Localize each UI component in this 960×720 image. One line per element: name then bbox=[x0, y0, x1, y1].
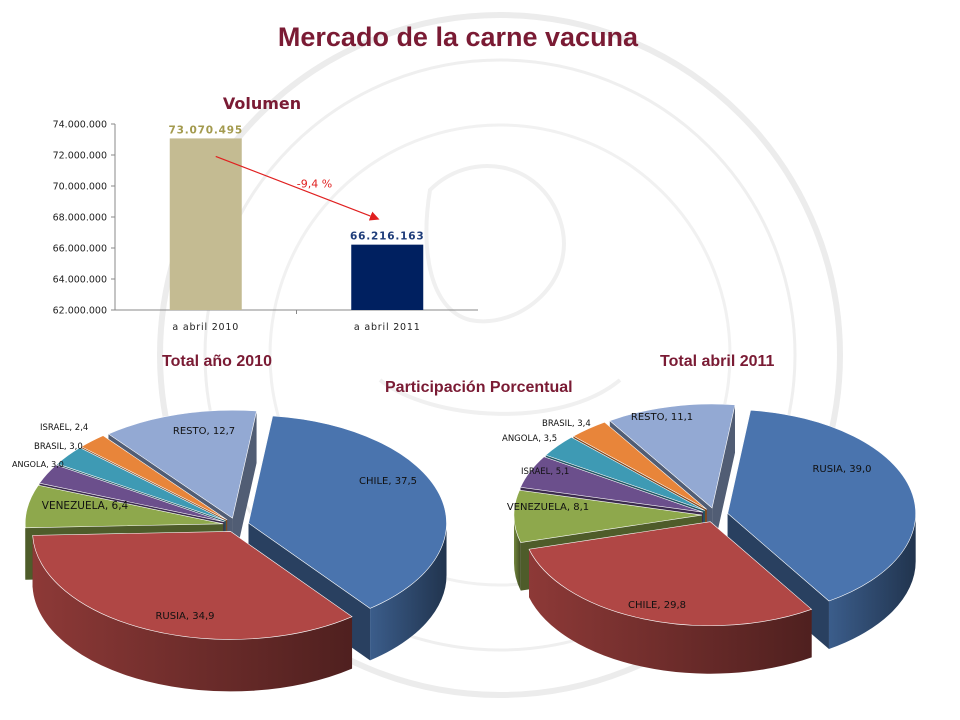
pie-chart-2011: RUSIA, 39,0 CHILE, 29,8 VENEZUELA, 8,1 ISRA… bbox=[502, 403, 916, 674]
pie-slice-label: ISRAEL, 5,1 bbox=[521, 467, 569, 477]
pie-slice-label: RESTO, 11,1 bbox=[631, 412, 693, 423]
pie-slice bbox=[38, 464, 225, 523]
pie-tops bbox=[24, 409, 447, 640]
page-title: Mercado de la carne vacuna bbox=[277, 22, 639, 52]
y-tick-label: 70.000.000 bbox=[53, 182, 107, 193]
pie-slice bbox=[107, 409, 257, 519]
pie-slice-side bbox=[232, 410, 257, 571]
pie-slice-wall bbox=[514, 515, 521, 591]
y-tick-label: 66.000.000 bbox=[53, 244, 107, 255]
pie-slice bbox=[32, 531, 353, 640]
bar bbox=[351, 244, 424, 310]
pie-slice-label: VENEZUELA, 6,4 bbox=[42, 500, 129, 512]
y-tick-label: 74.000.000 bbox=[53, 120, 107, 131]
pie-slice-label: ISRAEL, 2,4 bbox=[40, 423, 88, 433]
y-tick-label: 62.000.000 bbox=[53, 306, 107, 317]
change-arrow bbox=[215, 155, 380, 221]
section-title: Participación Porcentual bbox=[385, 379, 573, 396]
pie-slice bbox=[572, 421, 707, 510]
y-tick-label: 68.000.000 bbox=[53, 213, 107, 224]
x-tick-label: a abril 2011 bbox=[354, 322, 421, 333]
pie-slice-wall bbox=[828, 513, 916, 650]
pie-slice-label: ANGOLA, 3,0 bbox=[12, 460, 64, 469]
pie-slice bbox=[727, 409, 916, 602]
pie-slice bbox=[56, 447, 226, 521]
y-tick-label: 72.000.000 bbox=[53, 151, 107, 162]
pie-slice-label: RUSIA, 34,9 bbox=[155, 611, 214, 622]
pie-slice bbox=[513, 489, 703, 543]
pie-chart-2010: CHILE, 37,5 RUSIA, 34,9 VENEZUELA, 6,4 ANGO… bbox=[12, 409, 447, 692]
pie-tops bbox=[513, 403, 916, 626]
subtitle-left: Total año 2010 bbox=[162, 353, 272, 370]
bar-chart-title: Volumen bbox=[223, 94, 301, 113]
y-tick-label: 64.000.000 bbox=[53, 275, 107, 286]
pie-slice bbox=[520, 456, 704, 513]
pie-slice bbox=[609, 403, 736, 509]
change-annotation: -9,4 % bbox=[297, 178, 332, 191]
subtitle-right: Total abril 2011 bbox=[660, 353, 775, 370]
pie-slice-label: CHILE, 29,8 bbox=[628, 600, 686, 611]
pie-slice-label: RESTO, 12,7 bbox=[173, 426, 235, 437]
pie-slice-label: CHILE, 37,5 bbox=[359, 476, 417, 487]
pie-slice-label: BRASIL, 3,0 bbox=[34, 442, 83, 452]
x-tick-label: a abril 2010 bbox=[172, 322, 239, 333]
pie-slice-wall bbox=[529, 549, 812, 674]
pie-slice-side bbox=[712, 404, 735, 556]
pie-slice bbox=[545, 436, 705, 511]
pie-slice-label: BRASIL, 3,4 bbox=[542, 419, 591, 429]
bar-value-label: 73.070.495 bbox=[169, 124, 243, 136]
pie-slice bbox=[528, 521, 813, 626]
bar bbox=[169, 138, 242, 310]
volume-bar-chart: Volumen 62.000.000 64.000.000 66.000.000 68.… bbox=[53, 94, 478, 333]
pie-slice bbox=[80, 435, 228, 521]
bar-value-label: 66.216.163 bbox=[350, 231, 424, 243]
pie-slice-wall bbox=[370, 523, 447, 661]
pie-slice-label: RUSIA, 39,0 bbox=[812, 464, 871, 475]
pie-slice-label: VENEZUELA, 8,1 bbox=[507, 502, 589, 513]
pie-slice-label: ANGOLA, 3,5 bbox=[502, 434, 557, 444]
pie-slice-wall bbox=[32, 535, 353, 692]
pie-slice bbox=[248, 415, 447, 609]
pie-slice bbox=[24, 484, 224, 529]
